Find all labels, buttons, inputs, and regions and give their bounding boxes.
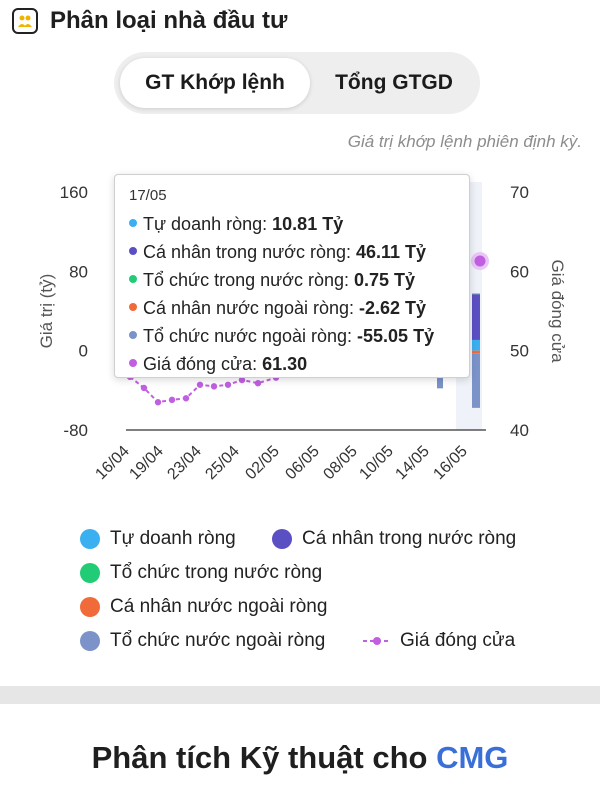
- price-point: [140, 384, 148, 392]
- price-point: [154, 399, 162, 406]
- tooltip-row: Giá đóng cửa: 61.30: [129, 350, 455, 378]
- ticker-link[interactable]: CMG: [436, 740, 509, 775]
- price-point: [254, 379, 262, 387]
- y-tick-label: 160: [60, 183, 88, 202]
- tooltip-label: Tổ chức trong nước ròng:: [143, 270, 349, 290]
- tooltip-label: Tổ chức nước ngoài ròng:: [143, 326, 353, 346]
- tooltip-label: Cá nhân trong nước ròng:: [143, 242, 351, 262]
- tooltip-value: 10.81 Tỷ: [272, 214, 344, 234]
- legend-label: Cá nhân trong nước ròng: [302, 528, 517, 549]
- section-divider: [0, 686, 600, 704]
- tooltip-label: Giá đóng cửa:: [143, 354, 258, 374]
- series-dot-icon: [129, 275, 137, 284]
- y2-axis-title: Giá đóng cửa: [548, 259, 567, 363]
- legend-item[interactable]: Cá nhân nước ngoài ròng: [80, 596, 327, 618]
- price-point: [224, 381, 232, 388]
- technical-analysis-title: Phân tích Kỹ thuật cho CMG: [0, 740, 600, 776]
- x-tick-label: 02/05: [242, 443, 282, 483]
- legend-item[interactable]: Giá đóng cửa: [362, 630, 515, 652]
- bar-segment: [472, 353, 480, 408]
- tooltip-row: Tổ chức trong nước ròng: 0.75 Tỷ: [129, 266, 455, 294]
- legend-dot-icon: [80, 597, 100, 617]
- dashed-line-icon: [362, 631, 392, 651]
- x-tick-label: 10/05: [356, 443, 396, 483]
- tooltip-row: Tổ chức nước ngoài ròng: -55.05 Tỷ: [129, 322, 455, 350]
- price-point: [168, 396, 176, 404]
- legend-dot-icon: [80, 563, 100, 583]
- tooltip-label: Cá nhân nước ngoài ròng:: [143, 298, 354, 318]
- page-title: Phân loại nhà đầu tư: [50, 7, 288, 34]
- legend-item[interactable]: Tổ chức trong nước ròng: [80, 562, 322, 584]
- y2-tick-label: 70: [510, 183, 529, 202]
- x-tick-label: 25/04: [202, 443, 242, 483]
- legend-label: Tự doanh ròng: [110, 528, 236, 549]
- y-axis-title: Giá trị (tỷ): [37, 274, 56, 349]
- legend-label: Tổ chức nước ngoài ròng: [110, 630, 326, 651]
- tooltip-date: 17/05: [129, 187, 167, 204]
- x-tick-label: 16/04: [92, 443, 132, 483]
- tooltip-value: 61.30: [262, 354, 308, 374]
- legend-label: Cá nhân nước ngoài ròng: [110, 596, 328, 617]
- y-tick-label: 80: [69, 262, 88, 281]
- investor-chart[interactable]: 160 80 0 -80 70 60 50 40 Giá trị (tỷ) Giá đóng cử…: [0, 170, 600, 500]
- legend-dot-icon: [272, 529, 292, 549]
- section-header: Phân loại nhà đầu tư: [12, 4, 287, 38]
- price-point: [182, 395, 190, 402]
- value-type-toggle: GT Khớp lệnh Tổng GTGD: [114, 52, 480, 114]
- chart-note: Giá trị khớp lệnh phiên định kỳ.: [347, 132, 582, 151]
- legend-item[interactable]: Cá nhân trong nước ròng: [272, 528, 516, 550]
- x-tick-label: 16/05: [430, 443, 470, 483]
- price-point: [196, 381, 204, 388]
- bar-segment: [472, 339, 480, 351]
- series-dot-icon: [129, 359, 137, 368]
- legend-label: Tổ chức trong nước ròng: [110, 562, 323, 583]
- price-point: [238, 376, 246, 384]
- price-point-active: [474, 255, 486, 267]
- bar-segment: [472, 350, 480, 354]
- tooltip-value: -55.05 Tỷ: [357, 326, 435, 346]
- legend-dot-icon: [80, 631, 100, 651]
- x-tick-label: 23/04: [164, 443, 204, 483]
- y2-tick-label: 60: [510, 262, 529, 281]
- x-tick-label: 19/04: [126, 443, 166, 483]
- chart-tooltip: 17/05 Tự doanh ròng: 10.81 Tỷ Cá nhân tr…: [114, 174, 470, 378]
- section-title-prefix: Phân tích Kỹ thuật cho: [91, 740, 428, 775]
- tooltip-value: -2.62 Tỷ: [359, 298, 427, 318]
- legend-item[interactable]: Tự doanh ròng: [80, 528, 236, 550]
- tab-matched-value[interactable]: GT Khớp lệnh: [120, 58, 310, 108]
- tab-total-value[interactable]: Tổng GTGD: [335, 71, 453, 94]
- series-dot-icon: [129, 303, 137, 312]
- bar-segment: [472, 293, 480, 295]
- x-tick-label: 08/05: [320, 443, 360, 483]
- tooltip-value: 0.75 Tỷ: [354, 270, 416, 290]
- y2-tick-label: 40: [510, 421, 529, 440]
- tooltip-row: Tự doanh ròng: 10.81 Tỷ: [129, 210, 455, 238]
- tooltip-value: 46.11 Tỷ: [356, 242, 427, 262]
- price-point: [210, 383, 218, 390]
- legend-dot-icon: [80, 529, 100, 549]
- legend-item[interactable]: Tổ chức nước ngoài ròng: [80, 630, 325, 652]
- investor-group-icon: [12, 8, 38, 34]
- tooltip-label: Tự doanh ròng:: [143, 214, 268, 234]
- series-dot-icon: [129, 247, 137, 256]
- y2-tick-label: 50: [510, 342, 529, 361]
- y-tick-label: 0: [79, 342, 88, 361]
- tooltip-row: Cá nhân trong nước ròng: 46.11 Tỷ: [129, 238, 455, 266]
- x-tick-label: 14/05: [392, 443, 432, 483]
- series-dot-icon: [129, 331, 137, 340]
- tooltip-row: Cá nhân nước ngoài ròng: -2.62 Tỷ: [129, 294, 455, 322]
- series-dot-icon: [129, 219, 137, 228]
- bar-segment: [472, 294, 480, 340]
- legend-label: Giá đóng cửa: [400, 630, 516, 651]
- x-tick-label: 06/05: [282, 443, 322, 483]
- y-tick-label: -80: [63, 421, 88, 440]
